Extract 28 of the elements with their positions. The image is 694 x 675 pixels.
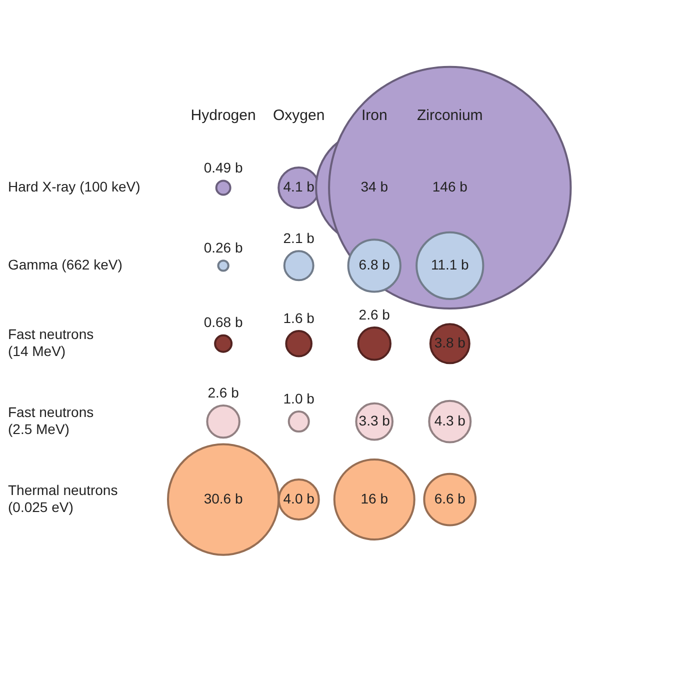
category-label: Iron xyxy=(361,106,388,124)
category-label: Zirconium xyxy=(416,106,483,124)
category-label: Hard X-ray (100 keV) xyxy=(8,178,140,195)
data-label: 0.68 b xyxy=(204,314,243,330)
data-label: 146 b xyxy=(432,178,468,195)
data-label: 2.1 b xyxy=(283,230,315,246)
category-label: Thermal neutrons (0.025 eV) xyxy=(8,482,118,515)
category-label: Oxygen xyxy=(272,106,325,124)
data-label: 3.3 b xyxy=(358,412,390,428)
data-label: 6.8 b xyxy=(358,256,390,273)
data-label: 1.0 b xyxy=(283,390,315,406)
data-label: 3.8 b xyxy=(434,334,466,350)
data-label: 30.6 b xyxy=(204,490,243,506)
data-label: 4.1 b xyxy=(283,178,315,195)
data-label: 4.3 b xyxy=(434,412,466,428)
data-label: 0.26 b xyxy=(204,239,243,256)
data-label: 2.6 b xyxy=(358,306,390,322)
category-label: Fast neutrons (2.5 MeV) xyxy=(8,404,94,437)
data-label: 4.0 b xyxy=(283,490,315,506)
data-label: 1.6 b xyxy=(283,310,315,326)
data-label: 16 b xyxy=(360,490,388,506)
category-label: Gamma (662 keV) xyxy=(8,256,122,273)
data-label: 6.6 b xyxy=(434,490,466,506)
data-label: 2.6 b xyxy=(208,384,240,400)
data-label: 0.49 b xyxy=(204,160,243,176)
data-label: 11.1 b xyxy=(430,256,470,273)
category-label: Fast neutrons (14 MeV) xyxy=(8,326,94,359)
category-label: Hydrogen xyxy=(190,106,256,124)
